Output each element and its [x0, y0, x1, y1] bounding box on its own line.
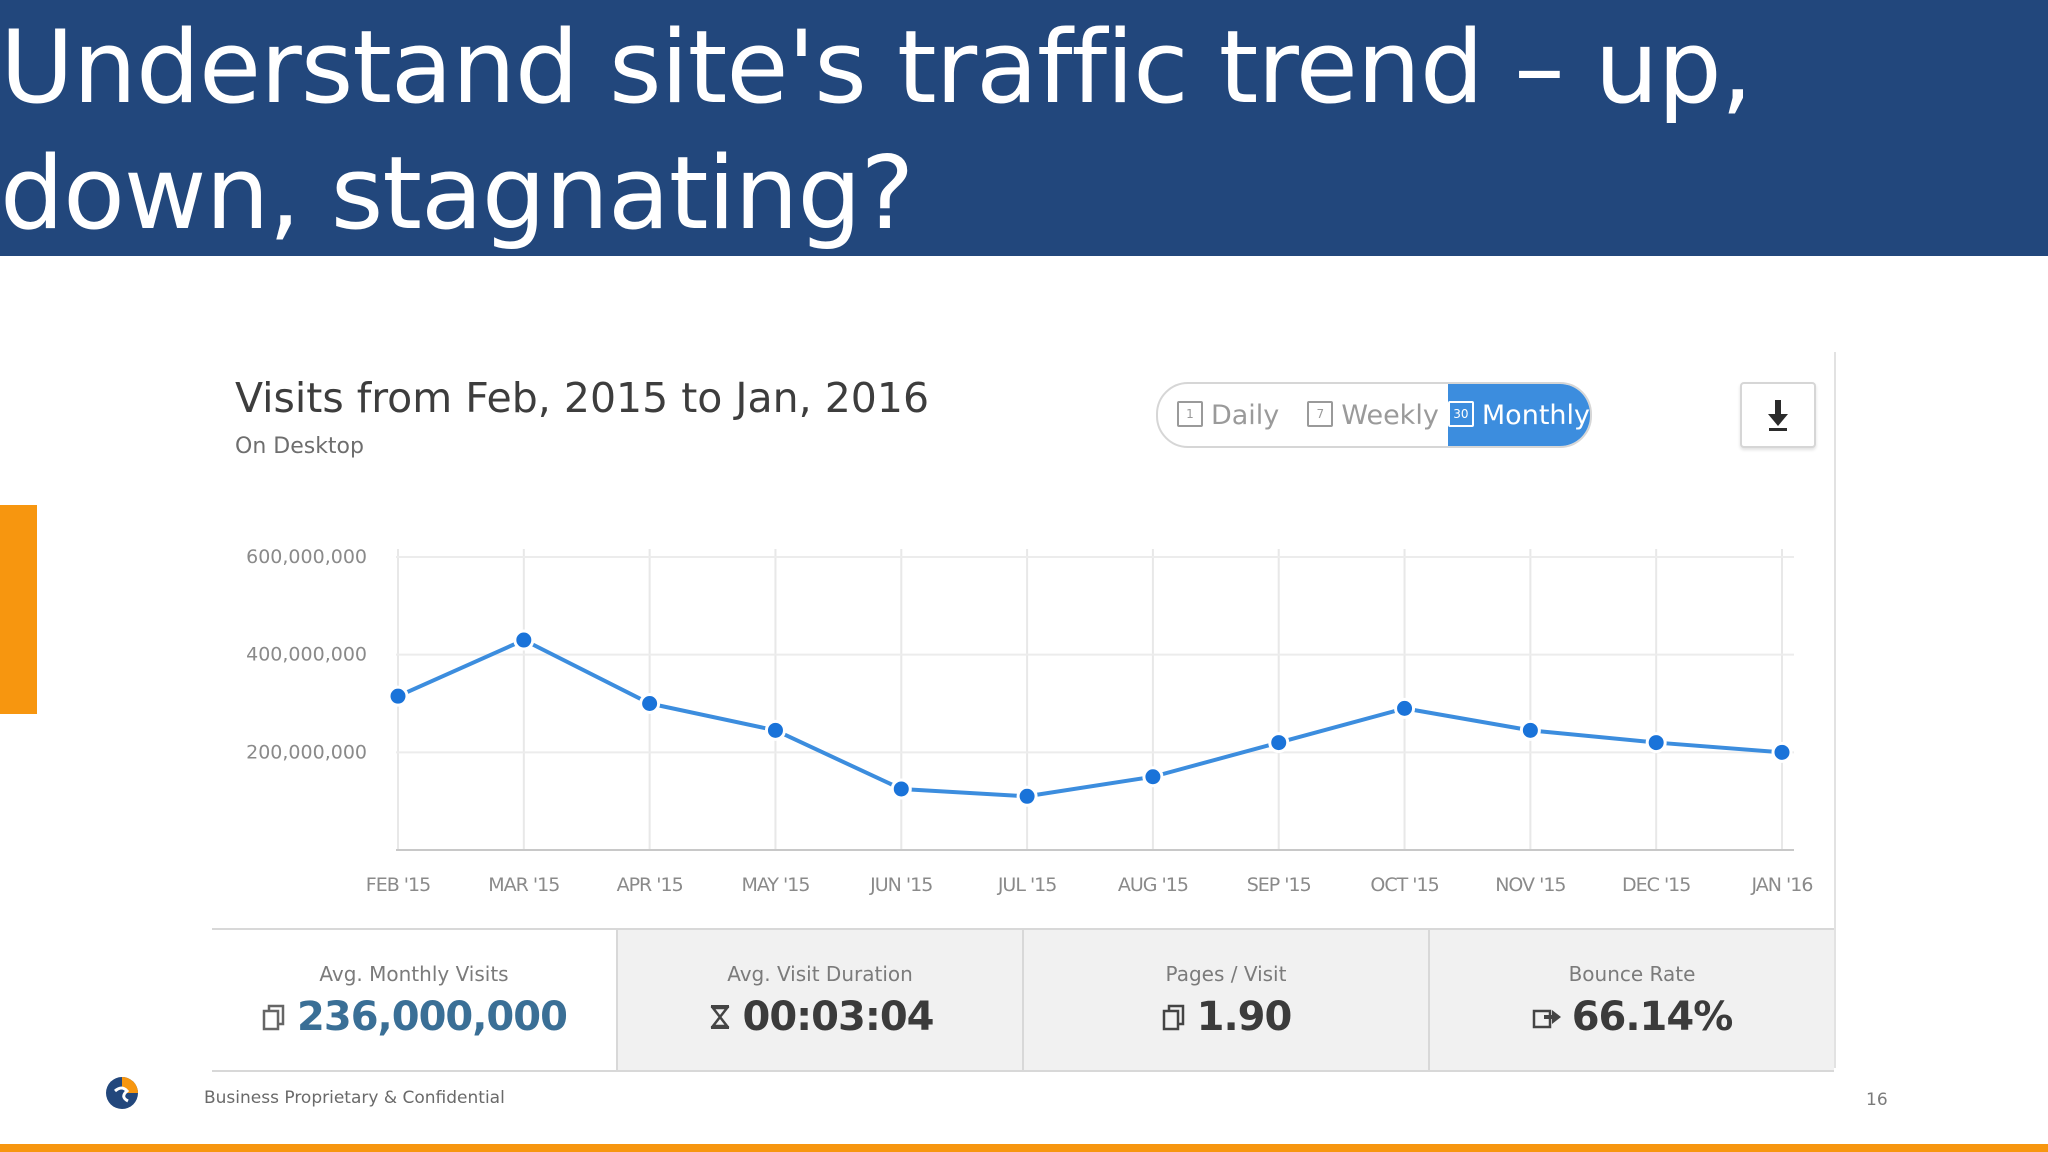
download-arrow-icon	[1768, 400, 1788, 431]
weekly-label: Weekly	[1341, 399, 1439, 431]
x-tick-label: DEC '15	[1622, 874, 1690, 896]
pages-icon	[1162, 1004, 1184, 1031]
x-tick-label: APR '15	[617, 874, 683, 896]
daily-button[interactable]: 1 Daily	[1158, 384, 1298, 446]
data-point	[890, 778, 912, 800]
data-point	[1771, 741, 1793, 763]
metric-value: 00:03:04	[742, 994, 935, 1040]
metric-avg-monthly-visits: Avg. Monthly Visits 236,000,000	[212, 930, 616, 1070]
title-band: Understand site's traffic trend – up, do…	[0, 0, 2048, 256]
data-point	[513, 629, 535, 651]
y-tick-label: 600,000,000	[246, 546, 367, 568]
weekly-button[interactable]: 7 Weekly	[1298, 384, 1448, 446]
pages-icon	[262, 1004, 285, 1031]
company-logo	[106, 1077, 138, 1109]
bounce-icon	[1532, 1009, 1561, 1029]
page-number: 16	[1866, 1090, 1888, 1110]
chart-title: Visits from Feb, 2015 to Jan, 2016	[235, 374, 930, 422]
x-tick-label: SEP '15	[1247, 874, 1311, 896]
calendar-icon: 1	[1176, 401, 1203, 427]
metric-label: Bounce Rate	[1568, 962, 1696, 986]
granularity-toggle: 1 Daily 7 Weekly 30 Monthly	[1156, 382, 1592, 448]
x-tick-label: NOV '15	[1495, 874, 1565, 896]
metrics-bar: Avg. Monthly Visits 236,000,000 Avg. Vis…	[212, 928, 1834, 1072]
x-tick-label: MAY '15	[741, 874, 809, 896]
monthly-label: Monthly	[1481, 399, 1590, 431]
calendar-icon: 30	[1447, 401, 1474, 427]
metric-label: Avg. Monthly Visits	[319, 962, 509, 986]
visits-line-chart: 600,000,000 400,000,000 200,000,000 FEB '15…	[246, 546, 1813, 896]
x-tick-label: FEB '15	[366, 874, 430, 896]
x-tick-label: AUG '15	[1118, 874, 1188, 896]
x-tick-label: MAR '15	[488, 874, 559, 896]
chart-subtitle: On Desktop	[235, 434, 364, 459]
y-tick-label: 200,000,000	[246, 741, 367, 763]
hourglass-icon	[709, 1005, 730, 1029]
metric-bounce-rate: Bounce Rate 66.14%	[1428, 930, 1834, 1070]
data-point	[1268, 732, 1290, 754]
calendar-icon: 7	[1307, 401, 1334, 427]
metric-label: Pages / Visit	[1165, 962, 1287, 986]
slide-title: Understand site's traffic trend – up, do…	[0, 8, 1753, 252]
metric-avg-visit-duration: Avg. Visit Duration 00:03:04	[616, 930, 1022, 1070]
data-point	[1645, 732, 1667, 754]
data-point	[764, 719, 786, 741]
data-point	[1519, 719, 1541, 741]
metric-value: 236,000,000	[297, 994, 568, 1040]
daily-label: Daily	[1210, 399, 1280, 431]
metric-value: 66.14%	[1571, 994, 1734, 1040]
traffic-widget: Visits from Feb, 2015 to Jan, 2016 On De…	[212, 352, 1836, 1072]
x-tick-label: JAN '16	[1751, 874, 1813, 896]
data-point	[1394, 697, 1416, 719]
download-button[interactable]	[1740, 382, 1816, 448]
data-point	[387, 685, 409, 707]
series-line	[397, 638, 1783, 799]
metric-pages-per-visit: Pages / Visit 1.90	[1022, 930, 1428, 1070]
x-tick-label: OCT '15	[1370, 874, 1438, 896]
metric-label: Avg. Visit Duration	[727, 962, 913, 986]
monthly-button[interactable]: 30 Monthly	[1447, 384, 1590, 446]
bottom-accent-line	[0, 1144, 2048, 1152]
data-point	[639, 693, 661, 714]
data-point	[1142, 766, 1164, 788]
y-tick-label: 400,000,000	[246, 644, 367, 666]
x-tick-label: JUL '15	[997, 874, 1057, 896]
x-tick-label: JUN '15	[869, 874, 932, 896]
data-point	[1016, 785, 1038, 807]
footer-confidential: Business Proprietary & Confidential	[204, 1088, 505, 1108]
metric-value: 1.90	[1196, 994, 1293, 1040]
accent-bar	[0, 505, 37, 714]
